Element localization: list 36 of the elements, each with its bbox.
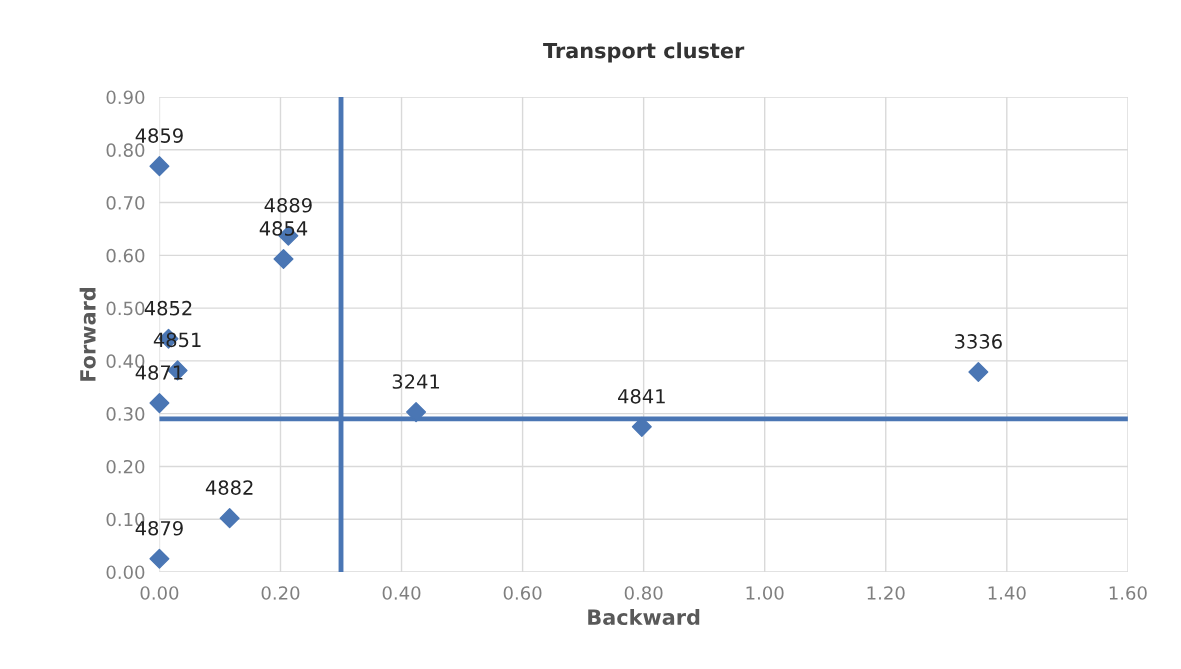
annotation: 4841 <box>618 388 665 404</box>
y-tick-label: 0.80 <box>106 143 145 157</box>
annotation: 4859 <box>135 128 183 143</box>
y-tick-label: 0.60 <box>106 248 145 263</box>
x-tick-label: 0.40 <box>382 586 421 600</box>
y-axis-title: Forward <box>79 288 96 381</box>
annotation: 4854 <box>259 221 308 236</box>
x-tick-label: 0.20 <box>261 586 300 600</box>
annotation: 3336 <box>955 334 1002 349</box>
y-tick-label: 0.50 <box>106 301 145 316</box>
y-tick-label: 0.90 <box>106 90 145 105</box>
point <box>149 548 170 569</box>
point <box>406 402 427 423</box>
point <box>149 156 170 177</box>
y-tick-label: 0.00 <box>106 565 145 580</box>
x-tick-label: 0.60 <box>503 586 542 600</box>
point <box>219 508 240 529</box>
point <box>149 393 170 414</box>
x-tick-label: 1.60 <box>1109 586 1147 600</box>
x-tick-label: 1.20 <box>867 586 905 600</box>
x-tick-label: 1.40 <box>988 586 1026 600</box>
y-tick-label: 0.20 <box>106 459 145 474</box>
chart-title: Transport cluster <box>543 42 745 63</box>
annotation: 4882 <box>205 480 253 495</box>
point <box>968 361 989 382</box>
x-tick-label: 1.00 <box>746 586 784 600</box>
annotation: 4852 <box>144 300 192 316</box>
y-tick-label: 0.70 <box>106 196 145 210</box>
annotation: 3241 <box>392 374 440 389</box>
x-tick-label: 0.00 <box>140 586 179 600</box>
x-tick-label: 0.80 <box>624 586 663 600</box>
y-tick-label: 0.30 <box>106 407 145 421</box>
x-axis-title: Backward <box>588 608 700 626</box>
point <box>631 416 652 437</box>
annotation: 4889 <box>264 197 312 213</box>
point <box>273 249 294 270</box>
